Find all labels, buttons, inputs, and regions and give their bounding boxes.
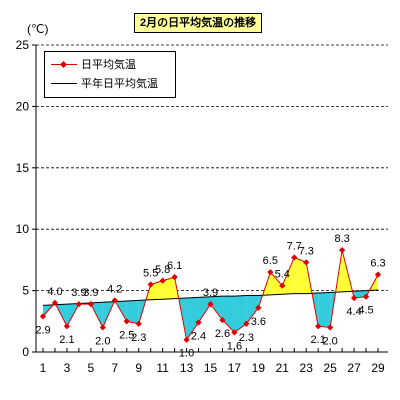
above-normal-area <box>150 280 163 300</box>
below-normal-area <box>318 292 331 328</box>
y-tick-label: 20 <box>16 99 30 113</box>
daily-point <box>303 259 310 266</box>
above-normal-area <box>282 257 295 295</box>
data-label: 2.0 <box>95 335 110 347</box>
legend-item-normal: 平年日平均気温 <box>45 76 175 92</box>
data-label: 2.0 <box>322 335 337 347</box>
data-label: 2.1 <box>311 334 326 346</box>
data-label: 5.8 <box>155 264 170 276</box>
points-layer <box>39 246 382 343</box>
data-label: 4.5 <box>358 305 373 317</box>
data-label: 3.6 <box>251 316 266 328</box>
daily-point <box>374 271 382 278</box>
grid-layer <box>36 44 388 292</box>
x-tick-label: 3 <box>64 361 71 375</box>
daily-point <box>327 324 334 331</box>
legend: 日平均気温 平年日平均気温 <box>44 51 176 98</box>
daily-point <box>362 293 370 300</box>
data-label: 2.1 <box>59 334 74 346</box>
data-label: 2.4 <box>191 331 206 343</box>
x-tick-label: 17 <box>228 361 242 375</box>
data-label: 3.9 <box>203 287 218 299</box>
above-normal-area <box>294 257 307 294</box>
legend-item-daily: 日平均気温 <box>45 57 175 73</box>
data-label: 7.7 <box>287 240 302 252</box>
chart-title: 2月の日平均気温の推移 <box>134 13 263 33</box>
legend-normal-label: 平年日平均気温 <box>81 78 158 90</box>
x-tick-label: 27 <box>347 361 361 375</box>
x-tick-label: 23 <box>300 361 314 375</box>
x-tick-label: 29 <box>371 361 385 375</box>
x-tick-label: 11 <box>156 361 169 375</box>
data-label: 1.6 <box>227 340 242 352</box>
data-label: 2.5 <box>119 329 134 341</box>
data-label: 4.2 <box>107 283 122 295</box>
data-label: 2.3 <box>131 332 146 344</box>
data-label: 6.3 <box>370 258 385 270</box>
data-label: 4.0 <box>47 286 62 298</box>
y-tick-label: 15 <box>16 161 30 175</box>
y-tick-label: 0 <box>22 345 29 359</box>
x-tick-label: 19 <box>252 361 266 375</box>
below-normal-area <box>354 290 367 298</box>
y-tick-label: 25 <box>16 38 30 52</box>
y-tick-label: 5 <box>22 284 29 298</box>
data-label: 7.3 <box>299 245 314 257</box>
data-label: 2.6 <box>215 328 230 340</box>
daily-point <box>195 319 202 326</box>
normal-series-line <box>42 289 379 306</box>
below-normal-area <box>246 295 259 324</box>
x-tick-label: 5 <box>88 361 95 375</box>
data-label: 8.3 <box>334 233 349 245</box>
below-normal-area <box>222 296 235 333</box>
daily-point <box>255 304 262 311</box>
x-tick-label: 13 <box>180 361 194 375</box>
daily-point <box>279 282 286 289</box>
daily-point <box>315 323 322 330</box>
below-normal-area <box>234 295 247 333</box>
x-tick-label: 25 <box>323 361 337 375</box>
legend-daily-label: 日平均気温 <box>81 59 136 71</box>
legend-normal-symbol <box>51 83 77 84</box>
x-tick-label: 9 <box>135 361 142 375</box>
data-label: 2.9 <box>35 324 50 336</box>
data-label: 5.4 <box>275 269 290 281</box>
legend-daily-marker <box>59 60 68 69</box>
data-label: 2.3 <box>239 332 254 344</box>
x-tick-label: 15 <box>204 361 218 375</box>
data-label: 6.1 <box>167 260 182 272</box>
data-label: 1.0 <box>179 348 194 360</box>
y-axis-unit: (℃) <box>27 22 49 36</box>
data-labels-layer: 2.94.02.13.93.92.04.22.52.35.55.86.11.02… <box>35 233 385 360</box>
y-tick-label: 10 <box>16 222 30 236</box>
x-tick-label: 7 <box>111 361 118 375</box>
below-normal-area <box>210 296 223 321</box>
x-tick-label: 21 <box>276 361 290 375</box>
daily-point <box>267 269 274 276</box>
data-label: 4.4 <box>346 306 361 318</box>
data-label: 3.9 <box>83 287 98 299</box>
data-label: 3.9 <box>71 287 86 299</box>
data-label: 5.5 <box>143 267 158 279</box>
normal-line-layer <box>42 289 379 306</box>
below-normal-area <box>126 300 139 324</box>
above-normal-area <box>270 272 283 295</box>
above-normal-area <box>162 277 175 300</box>
data-label: 6.5 <box>263 255 278 267</box>
below-normal-area <box>198 296 211 323</box>
below-normal-area <box>186 297 199 340</box>
daily-point <box>350 294 358 302</box>
x-tick-label: 1 <box>40 361 47 375</box>
